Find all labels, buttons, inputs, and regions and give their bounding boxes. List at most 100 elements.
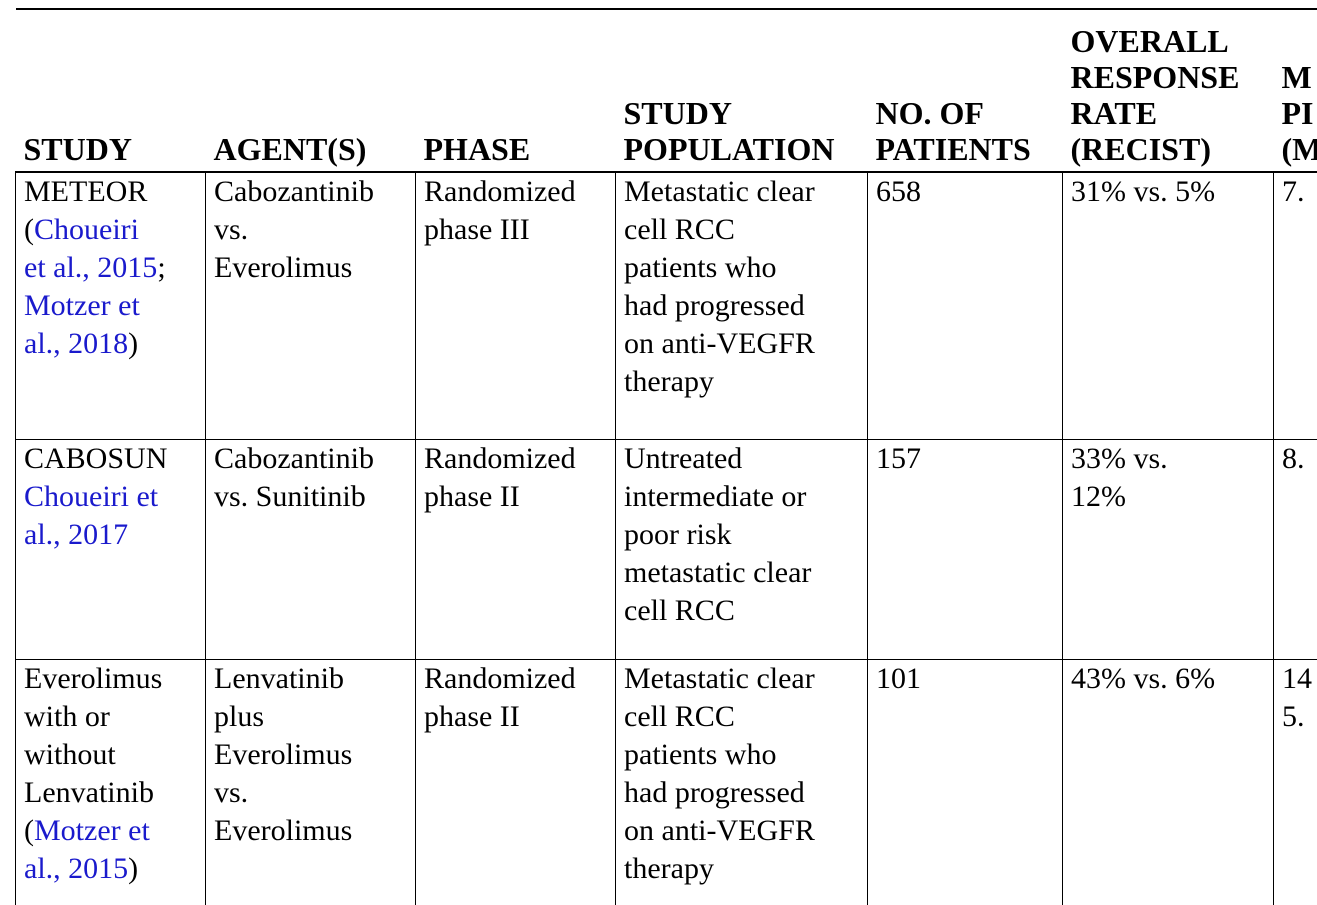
study-line: Everolimus bbox=[24, 660, 199, 698]
citation-link[interactable]: al., 2017 bbox=[24, 518, 129, 551]
column-header-text: PI bbox=[1281, 95, 1314, 131]
population-text: cell RCC bbox=[624, 700, 735, 733]
study-line: Lenvatinib bbox=[24, 774, 199, 812]
agents-text: vs. Sunitinib bbox=[214, 480, 366, 513]
study-text: with or bbox=[24, 700, 110, 733]
phase-text: phase II bbox=[424, 480, 520, 513]
cell-patients: 157 bbox=[867, 439, 1063, 660]
population-text: patients who bbox=[624, 738, 777, 771]
study-line: (Motzer et bbox=[24, 812, 199, 850]
table-body: METEOR (Choueiri et al., 2015; Motzer et al.… bbox=[15, 172, 1317, 905]
orr-text: 43% vs. 6% bbox=[1071, 662, 1216, 695]
column-header-orr: OVERALL RESPONSE RATE (RECIST) bbox=[1062, 9, 1274, 173]
study-line: METEOR bbox=[24, 173, 199, 211]
column-header-phase: PHASE bbox=[415, 9, 616, 173]
agents-text: Everolimus bbox=[214, 738, 353, 771]
pfs-text: 5. bbox=[1282, 700, 1305, 733]
pfs-text: 8. bbox=[1282, 442, 1305, 475]
column-header-text: (RECIST) bbox=[1070, 131, 1211, 167]
agents-text: vs. bbox=[214, 776, 249, 809]
population-text: on anti-VEGFR bbox=[624, 814, 815, 847]
study-text: ) bbox=[128, 327, 139, 360]
agents-text: Everolimus bbox=[214, 251, 353, 284]
study-text: Everolimus bbox=[24, 662, 163, 695]
population-text: Metastatic clear bbox=[624, 662, 815, 695]
phase-text: phase III bbox=[424, 213, 530, 246]
agents-text: vs. bbox=[214, 213, 249, 246]
table-row: CABOSUN Choueiri et al., 2017 Cabozantinib v… bbox=[15, 439, 1317, 660]
population-text: had progressed bbox=[624, 776, 805, 809]
column-header-text: POPULATION bbox=[623, 131, 835, 167]
column-header-text: RATE bbox=[1070, 95, 1158, 131]
citation-link[interactable]: al., 2018 bbox=[24, 327, 129, 360]
study-line: CABOSUN bbox=[24, 440, 199, 478]
phase-text: Randomized bbox=[424, 442, 576, 475]
study-line: al., 2015) bbox=[24, 850, 199, 888]
study-text: without bbox=[24, 738, 116, 771]
cell-pfs: 14 5. bbox=[1273, 659, 1317, 905]
citation-link[interactable]: Choueiri bbox=[34, 213, 139, 246]
patients-text: 101 bbox=[876, 662, 921, 695]
phase-text: Randomized bbox=[424, 175, 576, 208]
column-header-text: PHASE bbox=[423, 131, 531, 167]
study-text: ) bbox=[128, 852, 139, 885]
study-line: with or bbox=[24, 698, 199, 736]
study-text: CABOSUN bbox=[24, 442, 168, 475]
study-line: al., 2018) bbox=[24, 325, 199, 363]
population-text: cell RCC bbox=[624, 213, 735, 246]
cell-agents: Cabozantinib vs. Sunitinib bbox=[205, 439, 416, 660]
population-text: Untreated bbox=[624, 442, 743, 475]
citation-link[interactable]: al., 2015 bbox=[24, 852, 129, 885]
study-line: al., 2017 bbox=[24, 516, 199, 554]
column-header-population: STUDY POPULATION bbox=[615, 9, 868, 173]
patients-text: 157 bbox=[876, 442, 921, 475]
column-header-text: PATIENTS bbox=[875, 131, 1031, 167]
cell-orr: 43% vs. 6% bbox=[1062, 659, 1274, 905]
column-header-patients: NO. OF PATIENTS bbox=[867, 9, 1063, 173]
citation-link[interactable]: Choueiri et bbox=[24, 480, 159, 513]
population-text: on anti-VEGFR bbox=[624, 327, 815, 360]
agents-text: Lenvatinib bbox=[214, 662, 344, 695]
column-header-text: (M bbox=[1281, 131, 1317, 167]
cell-population: Metastatic clear cell RCC patients who had … bbox=[615, 172, 868, 440]
pfs-text: 14 bbox=[1282, 662, 1312, 695]
cell-phase: Randomized phase II bbox=[415, 439, 616, 660]
agents-text: Cabozantinib bbox=[214, 442, 374, 475]
patients-text: 658 bbox=[876, 175, 921, 208]
population-text: metastatic clear bbox=[624, 556, 812, 589]
cell-population: Metastatic clear cell RCC patients who had … bbox=[615, 659, 868, 905]
cell-study: CABOSUN Choueiri et al., 2017 bbox=[15, 439, 206, 660]
pfs-text: 7. bbox=[1282, 175, 1305, 208]
study-text: ( bbox=[24, 213, 34, 246]
citation-link[interactable]: Motzer et bbox=[24, 289, 140, 322]
study-text: ( bbox=[24, 814, 34, 847]
phase-text: Randomized bbox=[424, 662, 576, 695]
column-header-text: STUDY bbox=[23, 131, 132, 167]
citation-link[interactable]: Motzer et bbox=[34, 814, 150, 847]
study-text: Lenvatinib bbox=[24, 776, 154, 809]
study-line: Choueiri et bbox=[24, 478, 199, 516]
population-text: poor risk bbox=[624, 518, 732, 551]
cell-agents: Lenvatinib plus Everolimus vs. Everolimus bbox=[205, 659, 416, 905]
column-header-text: NO. OF bbox=[875, 95, 984, 131]
column-header-agents: AGENT(S) bbox=[205, 9, 416, 173]
column-header-study: STUDY bbox=[15, 9, 206, 173]
column-header-text: STUDY bbox=[623, 95, 732, 131]
clinical-trials-table: STUDY AGENT(S) PHASE STUDY POPULATION NO. OF P… bbox=[15, 8, 1317, 905]
study-text: ; bbox=[157, 251, 166, 284]
population-text: had progressed bbox=[624, 289, 805, 322]
cell-phase: Randomized phase III bbox=[415, 172, 616, 440]
population-text: Metastatic clear bbox=[624, 175, 815, 208]
population-text: cell RCC bbox=[624, 594, 735, 627]
population-text: intermediate or bbox=[624, 480, 807, 513]
population-text: therapy bbox=[624, 852, 714, 885]
orr-text: 31% vs. 5% bbox=[1071, 175, 1216, 208]
cell-pfs: 7. bbox=[1273, 172, 1317, 440]
cell-study: METEOR (Choueiri et al., 2015; Motzer et al.… bbox=[15, 172, 206, 440]
study-text: METEOR bbox=[24, 175, 148, 208]
cell-patients: 658 bbox=[867, 172, 1063, 440]
citation-link[interactable]: et al., 2015 bbox=[24, 251, 158, 284]
agents-text: plus bbox=[214, 700, 265, 733]
cell-phase: Randomized phase II bbox=[415, 659, 616, 905]
agents-text: Cabozantinib bbox=[214, 175, 374, 208]
